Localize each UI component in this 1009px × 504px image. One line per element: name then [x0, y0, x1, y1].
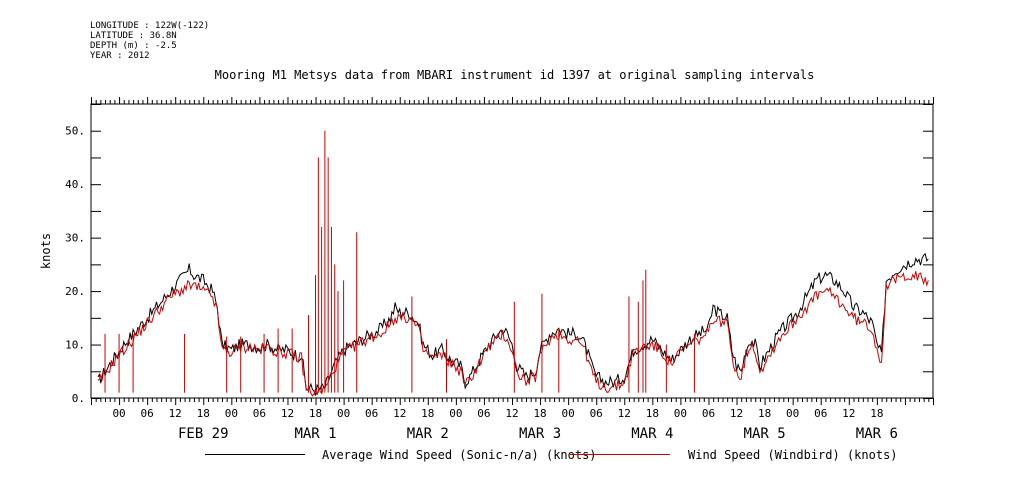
day-label: MAR 4 [631, 426, 673, 442]
x-tick-label: 18 [421, 407, 434, 420]
plot-frame [90, 103, 934, 399]
legend-label-sonic: Average Wind Speed (Sonic-n/a) (knots) [322, 448, 597, 462]
x-tick-label: 00 [225, 407, 238, 420]
x-tick-label: 06 [814, 407, 827, 420]
x-tick-label: 00 [449, 407, 462, 420]
x-tick-label: 12 [281, 407, 294, 420]
x-tick-label: 18 [758, 407, 771, 420]
x-tick-label: 06 [253, 407, 266, 420]
legend-label-windbird: Wind Speed (Windbird) (knots) [688, 448, 898, 462]
x-tick-label: 06 [590, 407, 603, 420]
x-tick-label: 12 [393, 407, 406, 420]
chart-title: Mooring M1 Metsys data from MBARI instru… [214, 68, 815, 82]
metadata-block: LONGITUDE : 122W(-122) LATITUDE : 36.8N … [90, 21, 209, 61]
x-tick-label: 12 [842, 407, 855, 420]
day-label: FEB 29 [178, 426, 229, 442]
y-tick-label: 20. [65, 285, 85, 298]
x-tick-label: 12 [730, 407, 743, 420]
depth-text: DEPTH (m) : -2.5 [90, 41, 177, 51]
x-tick-label: 06 [477, 407, 490, 420]
x-tick-label: 12 [169, 407, 182, 420]
day-label: MAR 2 [407, 426, 449, 442]
year-text: YEAR : 2012 [90, 51, 150, 61]
x-tick-label: 00 [112, 407, 125, 420]
series-line-windbird [97, 271, 929, 397]
x-tick-label: 18 [533, 407, 546, 420]
y-tick-label: 30. [65, 232, 85, 245]
series-line-sonic [97, 252, 929, 396]
x-tick-label: 06 [141, 407, 154, 420]
x-tick-label: 00 [337, 407, 350, 420]
y-axis-label: knots [39, 233, 53, 269]
x-tick-label: 00 [674, 407, 687, 420]
day-label: MAR 3 [519, 426, 561, 442]
longitude-text: LONGITUDE : 122W(-122) [90, 21, 210, 31]
x-tick-label: 18 [197, 407, 210, 420]
x-tick-label: 12 [505, 407, 518, 420]
day-label: MAR 6 [856, 426, 898, 442]
x-tick-label: 12 [618, 407, 631, 420]
day-label: MAR 5 [744, 426, 786, 442]
x-tick-label: 18 [309, 407, 322, 420]
x-tick-label: 18 [646, 407, 659, 420]
x-tick-label: 06 [365, 407, 378, 420]
y-tick-label: 0. [72, 392, 85, 405]
y-tick-label: 40. [65, 178, 85, 191]
day-label: MAR 1 [294, 426, 336, 442]
x-tick-label: 00 [786, 407, 799, 420]
latitude-text: LATITUDE : 36.8N [90, 31, 177, 41]
x-tick-label: 06 [702, 407, 715, 420]
x-tick-label: 00 [562, 407, 575, 420]
y-tick-label: 50. [65, 125, 85, 138]
x-tick-label: 18 [870, 407, 883, 420]
y-tick-label: 10. [65, 339, 85, 352]
